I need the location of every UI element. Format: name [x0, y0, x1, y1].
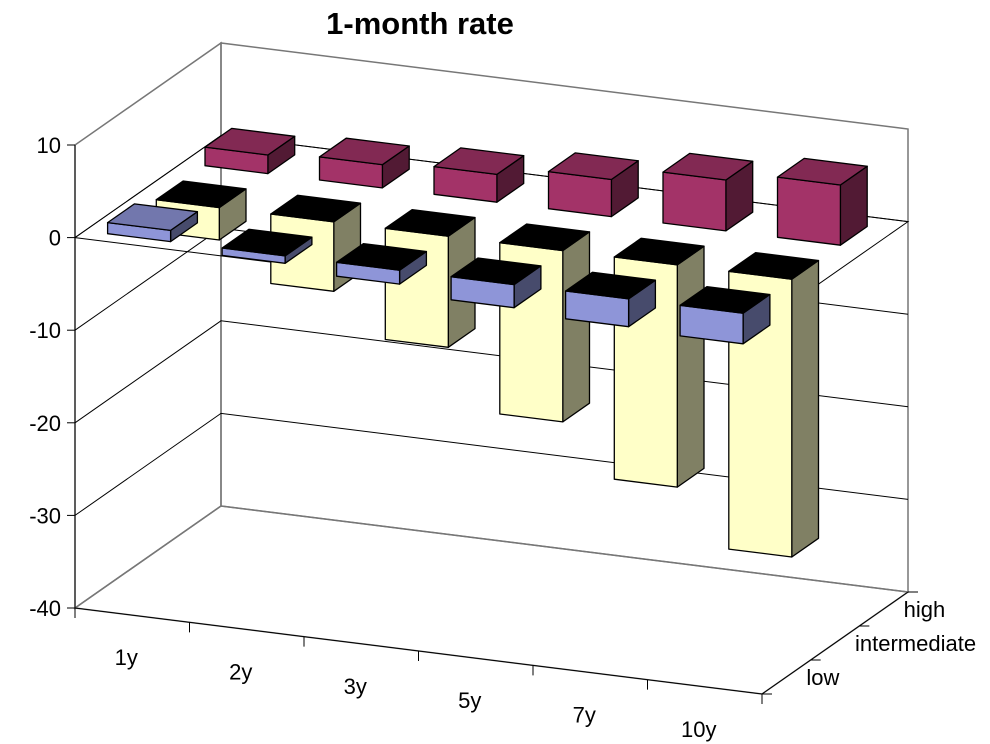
side-wall	[74, 41, 222, 610]
bar-intermediate-7y	[613, 237, 705, 488]
bar-front	[776, 176, 842, 246]
bar-side	[791, 259, 820, 558]
bar-low-5y	[450, 257, 542, 309]
y-tick-label: -40	[29, 596, 61, 621]
z-tick-label: low	[806, 665, 839, 690]
bar-high-1y	[204, 127, 296, 175]
bar-top	[318, 137, 410, 166]
z-tick-label: high	[904, 597, 946, 622]
bar-high-7y	[662, 152, 754, 232]
z-tick-label: intermediate	[855, 631, 976, 656]
x-tick-label: 2y	[229, 660, 252, 685]
bar-front	[662, 171, 727, 232]
bar-side	[562, 231, 591, 423]
bar-high-2y	[318, 137, 410, 189]
y-tick-label: -10	[29, 318, 61, 343]
bar-high-3y	[433, 147, 525, 203]
bar-top	[204, 127, 296, 156]
bar-low-7y	[564, 271, 657, 328]
bar-top	[613, 237, 705, 266]
bar-top	[499, 223, 591, 252]
bar-top	[564, 271, 657, 300]
bar-top	[384, 208, 476, 237]
chart-title: 1-month rate	[326, 6, 514, 41]
y-tick-label: 0	[49, 226, 61, 251]
bar-front	[384, 227, 449, 348]
bar-top	[662, 152, 754, 181]
bar-top	[728, 251, 820, 280]
bar-top	[776, 157, 868, 186]
chart-tick-labels: 10 0 -10 -20 -30 -40 1y 2y 3y 5y 7y 10y low intermedi…	[29, 133, 976, 742]
bar-top	[433, 147, 525, 176]
y-tick-label: -20	[29, 411, 61, 436]
y-tick-label: -30	[29, 503, 61, 528]
bar-top	[221, 228, 313, 257]
y-tick-label: 10	[37, 133, 61, 158]
bar-high-10y	[776, 157, 868, 246]
bar-low-3y	[335, 242, 428, 285]
x-tick-label: 10y	[681, 717, 716, 742]
bar-top	[450, 257, 542, 286]
x-tick-label: 7y	[573, 703, 596, 728]
bar-top	[335, 242, 428, 271]
x-tick-label: 1y	[115, 645, 138, 670]
bar-side	[676, 245, 705, 488]
bar-top	[679, 285, 771, 314]
x-tick-label: 5y	[458, 688, 481, 713]
chart-bars	[106, 127, 868, 558]
x-tick-label: 3y	[344, 674, 367, 699]
bar-top	[155, 180, 247, 209]
bar-low-1y	[106, 203, 199, 243]
bar-top	[270, 194, 362, 223]
bar-high-5y	[547, 152, 639, 218]
bar-low-10y	[679, 285, 771, 345]
bar-top	[547, 152, 639, 181]
z-axis-line	[761, 591, 909, 695]
bar-top	[106, 203, 199, 232]
bar-intermediate-5y	[499, 223, 591, 423]
bar-low-2y	[221, 228, 313, 264]
